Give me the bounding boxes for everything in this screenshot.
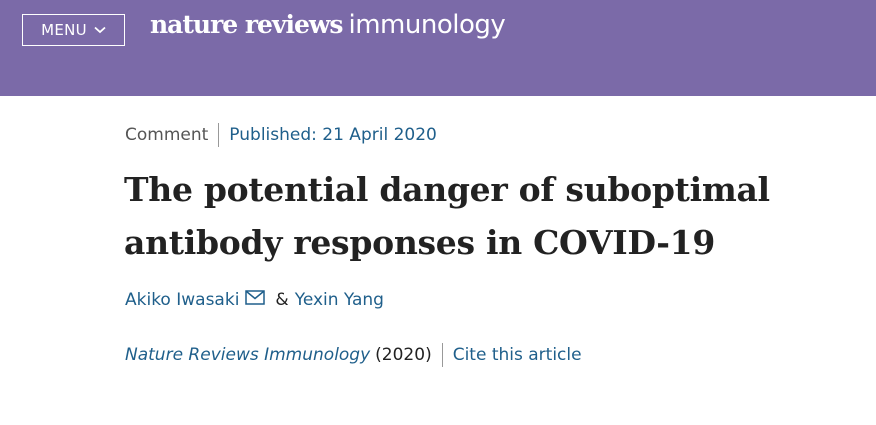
author-link-iwasaki[interactable]: Akiko Iwasaki <box>125 290 240 310</box>
cite-article-link[interactable]: Cite this article <box>452 345 582 365</box>
article-meta: Comment Published: 21 April 2020 <box>125 123 437 147</box>
chevron-down-icon <box>94 26 106 34</box>
citation-divider <box>441 343 443 367</box>
mail-icon[interactable] <box>245 289 266 305</box>
site-header: MENU nature reviews immunology <box>0 0 876 96</box>
author-list: Akiko Iwasaki & Yexin Yang <box>125 288 384 312</box>
journal-logo[interactable]: nature reviews immunology <box>150 10 506 46</box>
brand-name-light: immunology <box>348 10 506 40</box>
menu-label: MENU <box>41 21 87 39</box>
published-date: Published: 21 April 2020 <box>229 125 437 145</box>
citation-row: Nature Reviews Immunology (2020) Cite th… <box>125 343 582 367</box>
article-title: The potential danger of suboptimal antib… <box>124 170 770 262</box>
author-link-yang[interactable]: Yexin Yang <box>294 290 384 310</box>
author-separator: & <box>275 290 289 310</box>
meta-divider <box>218 123 220 147</box>
publication-year: (2020) <box>375 345 432 365</box>
journal-name[interactable]: Nature Reviews Immunology <box>125 345 371 365</box>
brand-name-bold: nature reviews <box>150 10 343 39</box>
article-type: Comment <box>125 125 209 145</box>
menu-button[interactable]: MENU <box>22 14 125 46</box>
